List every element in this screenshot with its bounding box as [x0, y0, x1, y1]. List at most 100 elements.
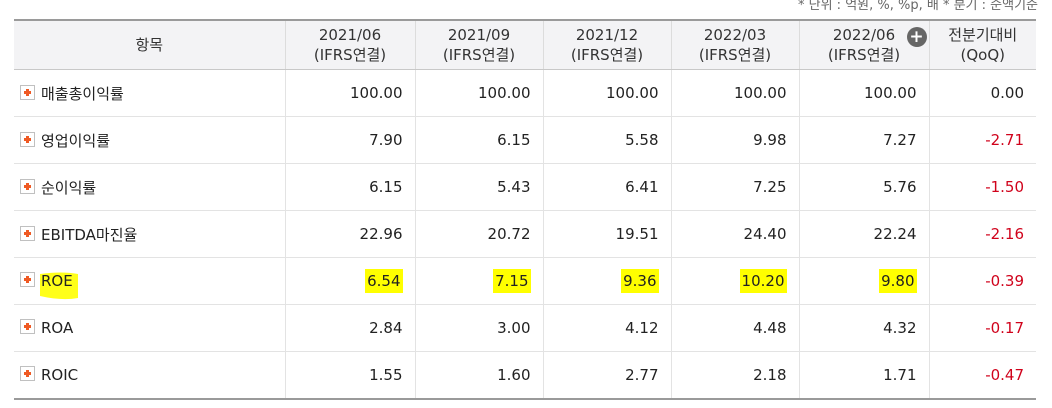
qoq-cell: -2.71 — [928, 116, 1036, 164]
header-period: 2022/06 (IFRS연결) + — [798, 19, 929, 70]
qoq-cell: -0.47 — [928, 351, 1036, 400]
value-cell: 100.00 — [284, 69, 415, 117]
qoq-value: 0.00 — [990, 84, 1024, 102]
value: 2.84 — [369, 319, 403, 337]
value-cell: 4.32 — [798, 304, 929, 352]
value-cell: 6.54 — [284, 257, 415, 305]
value: 7.90 — [369, 131, 403, 149]
expand-plus-icon[interactable] — [20, 84, 35, 100]
row-name: ROIC — [41, 366, 79, 384]
value: 100.00 — [606, 84, 659, 102]
value: 5.76 — [883, 178, 917, 196]
value-cell: 100.00 — [414, 69, 543, 117]
value: 5.58 — [625, 131, 659, 149]
value-cell: 1.55 — [284, 351, 415, 400]
expand-plus-icon[interactable] — [20, 225, 35, 241]
table-row: ROIC 1.55 1.60 2.77 2.18 1.71 -0.47 — [14, 351, 1036, 400]
value: 4.32 — [883, 319, 917, 337]
row-name-cell: 매출총이익률 — [14, 69, 285, 117]
value-cell: 24.40 — [670, 210, 799, 258]
row-name: 순이익률 — [41, 178, 97, 197]
value-cell: 2.77 — [542, 351, 671, 400]
row-name: ROA — [41, 319, 74, 337]
table-row: ROE 6.54 7.15 9.36 10.20 9.80 -0.39 — [14, 257, 1036, 305]
qoq-cell: 0.00 — [928, 69, 1036, 117]
qoq-value: -0.17 — [985, 319, 1024, 337]
value-cell: 19.51 — [542, 210, 671, 258]
expand-plus-icon[interactable] — [20, 178, 35, 194]
value: 3.00 — [497, 319, 531, 337]
value: 9.36 — [621, 269, 659, 293]
qoq-cell: -1.50 — [928, 163, 1036, 211]
qoq-value: -0.47 — [985, 366, 1024, 384]
value-cell: 9.98 — [670, 116, 799, 164]
value: 6.54 — [365, 269, 403, 293]
value-cell: 20.72 — [414, 210, 543, 258]
row-name: ROE — [41, 272, 73, 290]
value-cell: 1.71 — [798, 351, 929, 400]
value: 19.51 — [615, 225, 659, 243]
table-row: ROA 2.84 3.00 4.12 4.48 4.32 -0.17 — [14, 304, 1036, 352]
value: 10.20 — [739, 269, 787, 293]
value: 100.00 — [864, 84, 917, 102]
table-row: 매출총이익률 100.00 100.00 100.00 100.00 100.00 0.00 — [14, 69, 1036, 117]
expand-plus-icon[interactable] — [20, 319, 35, 334]
header-period: 2022/03 (IFRS연결) — [670, 19, 799, 70]
value: 6.15 — [497, 131, 531, 149]
value-cell: 6.15 — [414, 116, 543, 164]
header-period: 2021/12 (IFRS연결) — [542, 19, 671, 70]
value-cell: 3.00 — [414, 304, 543, 352]
plus-circle-icon[interactable]: + — [906, 27, 927, 47]
value: 6.41 — [625, 178, 659, 196]
value-cell: 100.00 — [542, 69, 671, 117]
table-row: 영업이익률 7.90 6.15 5.58 9.98 7.27 -2.71 — [14, 116, 1036, 164]
row-name-cell: ROA — [14, 304, 285, 352]
value-cell: 2.18 — [670, 351, 799, 400]
qoq-value: -2.16 — [985, 225, 1024, 243]
value-cell: 1.60 — [414, 351, 543, 400]
value-cell: 9.36 — [542, 257, 671, 305]
value: 7.27 — [883, 131, 917, 149]
value-cell: 2.84 — [284, 304, 415, 352]
header-qoq: 전분기대비 (QoQ) — [928, 19, 1036, 70]
value: 1.55 — [369, 366, 403, 384]
highlight-mark — [40, 272, 78, 300]
row-name-cell: 순이익률 — [14, 163, 285, 211]
value: 2.77 — [625, 366, 659, 384]
value: 22.24 — [873, 225, 917, 243]
value-cell: 5.58 — [542, 116, 671, 164]
qoq-cell: -0.39 — [928, 257, 1036, 305]
value: 100.00 — [478, 84, 531, 102]
value: 20.72 — [487, 225, 531, 243]
value-cell: 100.00 — [798, 69, 929, 117]
header-item: 항목 — [14, 19, 285, 70]
value-cell: 22.24 — [798, 210, 929, 258]
expand-plus-icon[interactable] — [20, 131, 35, 147]
value: 22.96 — [359, 225, 403, 243]
value-cell: 7.27 — [798, 116, 929, 164]
qoq-value: -1.50 — [985, 178, 1024, 196]
value-cell: 5.43 — [414, 163, 543, 211]
value-cell: 10.20 — [670, 257, 799, 305]
value: 4.48 — [753, 319, 787, 337]
value-cell: 4.48 — [670, 304, 799, 352]
value-cell: 7.90 — [284, 116, 415, 164]
expand-plus-icon[interactable] — [20, 272, 35, 287]
table-header-row: 항목 2021/06 (IFRS연결) 2021/09 (IFRS연결) 2021/… — [14, 19, 1036, 70]
value: 24.40 — [743, 225, 787, 243]
value: 1.71 — [883, 366, 917, 384]
value: 7.25 — [753, 178, 787, 196]
qoq-value: -2.71 — [985, 131, 1024, 149]
value: 5.43 — [497, 178, 531, 196]
expand-plus-icon[interactable] — [20, 366, 35, 381]
financial-ratio-table: 항목 2021/06 (IFRS연결) 2021/09 (IFRS연결) 2021/… — [14, 19, 1036, 400]
table-row: EBITDA마진율 22.96 20.72 19.51 24.40 22.24 -2.16 — [14, 210, 1036, 258]
header-period: 2021/09 (IFRS연결) — [414, 19, 543, 70]
value: 100.00 — [734, 84, 787, 102]
value: 9.98 — [753, 131, 787, 149]
value: 100.00 — [350, 84, 403, 102]
value: 6.15 — [369, 178, 403, 196]
row-name: EBITDA마진율 — [41, 225, 138, 244]
value-cell: 4.12 — [542, 304, 671, 352]
row-name: 매출총이익률 — [41, 84, 124, 103]
